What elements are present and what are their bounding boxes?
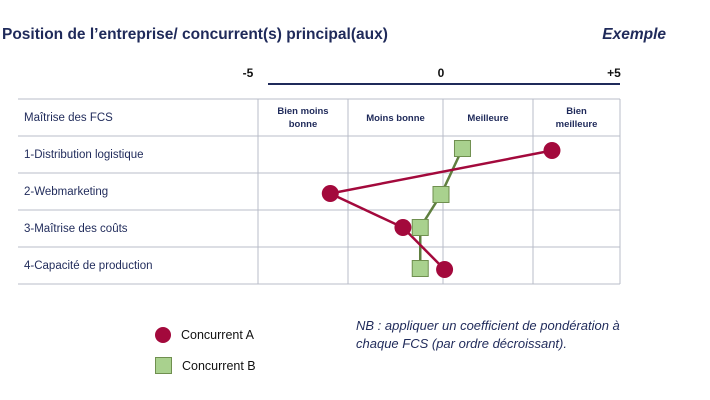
row-header: Maîtrise des FCS — [24, 112, 113, 124]
row-label: 3-Maîtrise des coûts — [24, 223, 128, 235]
column-header: Bien moins bonne — [277, 106, 328, 130]
row-label: 2-Webmarketing — [24, 186, 108, 198]
row-label: 1-Distribution logistique — [24, 149, 144, 161]
legend-label-b: Concurrent B — [182, 358, 256, 373]
example-label: Exemple — [602, 26, 666, 43]
column-header: Bien meilleure — [556, 106, 598, 130]
series-b-point — [411, 219, 429, 236]
column-header: Moins bonne — [366, 113, 425, 124]
series-a-point — [394, 219, 412, 236]
series-b-point — [411, 260, 429, 277]
axis-label-max: +5 — [607, 66, 621, 80]
series-a-point — [436, 261, 454, 278]
legend-concurrent-a: Concurrent A — [155, 327, 254, 343]
chart-title: Position de l’entreprise/ concurrent(s) … — [2, 26, 388, 43]
note-text: NB : appliquer un coefficient de pondéra… — [356, 318, 620, 351]
legend-concurrent-b: Concurrent B — [155, 357, 256, 374]
legend-square-marker — [155, 357, 172, 374]
legend-circle-marker — [155, 327, 171, 343]
series-a-line — [326, 149, 553, 271]
series-a-point — [321, 185, 339, 202]
series-b-line — [418, 147, 464, 269]
legend-label-a: Concurrent A — [181, 328, 254, 342]
series-a-point — [543, 142, 561, 159]
series-b-point — [432, 186, 450, 203]
series-b-point — [453, 140, 471, 157]
axis-label-zero: 0 — [438, 66, 445, 80]
axis-label-min: -5 — [243, 66, 254, 80]
row-label: 4-Capacité de production — [24, 260, 153, 272]
column-header: Meilleure — [467, 113, 508, 124]
